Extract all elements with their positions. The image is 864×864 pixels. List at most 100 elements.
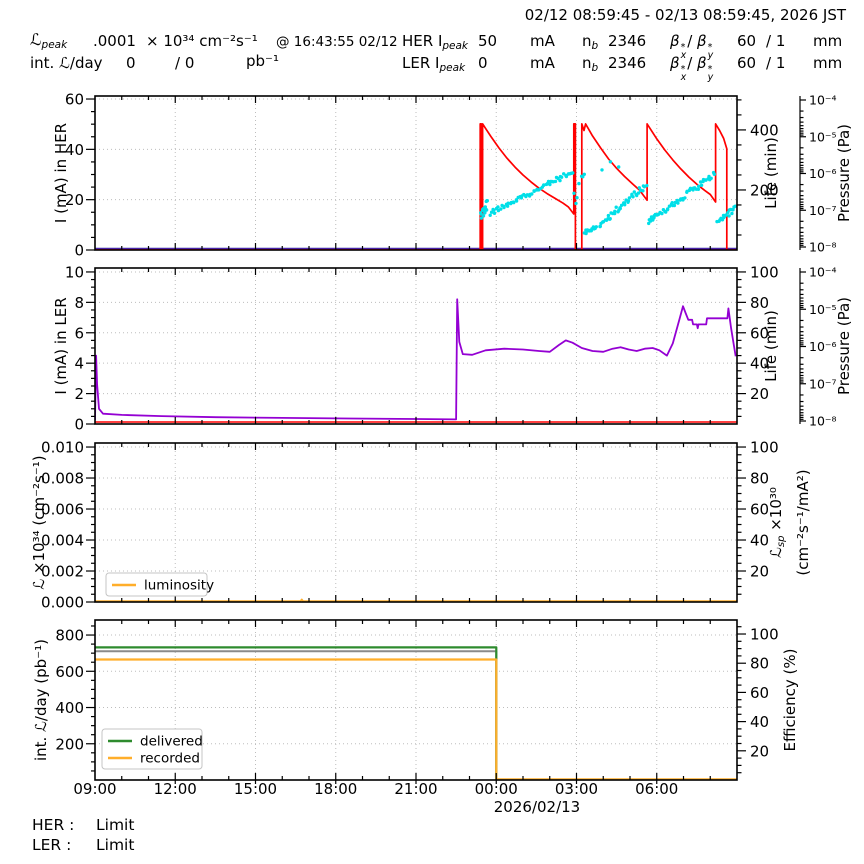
ler-nb-value: 2346 [608,54,647,72]
y-axis-label: int. ℒ/day (pb⁻¹) [32,639,50,761]
her-nb-value: 2346 [608,32,647,50]
y-tick-label: 400 [55,699,84,717]
right-tick-label: 60 [750,324,769,342]
panel-integrated-luminosity: 200 400 600 800 int. ℒ/day (pb⁻¹) 20 40 60 80 100… [32,619,799,816]
pressure-tick-label: 10⁻⁴ [809,93,837,108]
ler-beta-unit: mm [813,54,843,72]
y-tick-label: 40 [65,141,84,159]
intlday-unit: pb⁻¹ [246,52,279,70]
right-tick-label: 80 [750,294,769,312]
her-beta-label: β * x / β * y [670,32,714,61]
intlday-value: 0 [126,54,136,72]
ler-limit-label: LER : [32,836,72,854]
pressure-tick-label: 10⁻⁴ [809,265,837,280]
x-ticks [86,620,746,784]
her-ipeak-label: HER Ipeak [402,32,469,52]
x-tick-label: 09:00 [73,780,116,798]
y-axis-label: I (mA) in LER [52,297,70,394]
ler-ipeak-label: LER Ipeak [402,54,466,74]
her-lifetime-points [479,160,737,236]
pressure-tick-label: 10⁻⁷ [809,376,837,391]
y-tick-label: 0.000 [41,594,84,612]
legend: luminosity [105,572,214,597]
y-tick-label: 0 [74,416,84,434]
right-axis-label: Efficiency (%) [781,649,799,752]
right-tick-label: 40 [750,355,769,373]
y-tick-label: 200 [55,735,84,753]
her-beta-value: 60 [737,32,757,50]
pressure-tick-label: 10⁻⁸ [809,414,837,429]
right-tick-label: 100 [750,263,779,281]
panel-ler-ring: 0 2 4 6 8 10 I (mA) in LER 20 40 60 80 100 Life (min… [52,263,853,433]
lpeak-timestamp: @ 16:43:55 02/12 [276,34,398,50]
pressure-tick-label: 10⁻⁸ [809,240,837,255]
y-tick-label: 0.006 [41,501,84,519]
x-tick-label: 00:00 [475,780,518,798]
right-tick-label: 20 [750,385,769,403]
pressure-tick-label: 10⁻⁶ [809,339,837,354]
x-ticks [86,443,746,603]
ler-ipeak-value: 0 [478,54,488,72]
right-tick-label: 20 [750,563,769,581]
x-tick-label: 18:00 [314,780,357,798]
y-axis-label: I (mA) in HER [52,123,70,223]
ler-limit-value: Limit [96,836,135,854]
y-tick-label: 60 [65,91,84,109]
x-tick-label: 21:00 [394,780,437,798]
right-tick-label: 60 [750,501,769,519]
header-timerange: 02/12 08:59:45 - 02/13 08:59:45, 2026 JS… [524,6,846,24]
y-tick-label: 0.002 [41,563,84,581]
right-tick-label: 100 [750,439,779,457]
x-tick-label: 03:00 [555,780,598,798]
right-axis-label: Life (min) [762,310,780,382]
her-nb-label: nb [582,32,599,52]
y-axis-label: ℒ ×10³⁴ (cm⁻²s⁻¹) [30,455,48,589]
right-tick-label: 80 [750,470,769,488]
right-tick-label: 400 [750,121,779,139]
her-beta-unit: mm [813,32,843,50]
intlday-value2: / 0 [175,54,195,72]
ler-ipeak-unit: mA [530,54,555,72]
right-tick-label: 40 [750,713,769,731]
ler-beta-value2: / 1 [766,54,786,72]
y-tick-label: 6 [74,324,84,342]
pressure-tick-label: 10⁻⁵ [809,302,837,317]
her-beta-value2: / 1 [766,32,786,50]
gridlines [95,268,737,424]
legend-label: luminosity [144,578,214,594]
gridlines [95,96,737,250]
pressure-axis-label: Pressure (Pa) [835,124,853,222]
y-tick-label: 4 [74,355,84,373]
lpeak-label: ℒpeak [30,30,68,51]
lpeak-value: .0001 [93,32,136,50]
x-ticks [86,96,746,251]
x-tick-label: 12:00 [154,780,197,798]
right-tick-label: 200 [750,181,779,199]
legend-label: recorded [140,751,200,767]
y-tick-label: 8 [74,294,84,312]
pressure-axis-label: Pressure (Pa) [835,297,853,395]
y-tick-label: 10 [65,263,84,281]
her-ipeak-value: 50 [478,32,498,50]
y-tick-label: 600 [55,663,84,681]
y-tick-label: 800 [55,627,84,645]
x-tick-label: 06:00 [635,780,678,798]
her-limit-value: Limit [96,816,135,834]
x-tick-label: 15:00 [234,780,277,798]
pressure-axis: 10⁻⁴ 10⁻⁵ 10⁻⁶ 10⁻⁷ 10⁻⁸ Pressure (Pa) [799,265,853,429]
ler-beta-value: 60 [737,54,757,72]
x-ticks [86,268,746,425]
y-tick-label: 0.008 [41,470,84,488]
her-ipeak-unit: mA [530,32,555,50]
ler-nb-label: nb [582,54,599,74]
y-tick-label: 0 [74,242,84,260]
pressure-tick-label: 10⁻⁷ [809,203,837,218]
x-date-label: 2026/02/13 [494,798,580,816]
y-tick-label: 0.004 [41,532,84,550]
pressure-axis: 10⁻⁴ 10⁻⁵ 10⁻⁶ 10⁻⁷ 10⁻⁸ Pressure (Pa) [799,93,853,255]
right-tick-label: 100 [750,626,779,644]
her-lifetime-line [95,123,737,250]
ler-lifetime-line [95,298,737,421]
